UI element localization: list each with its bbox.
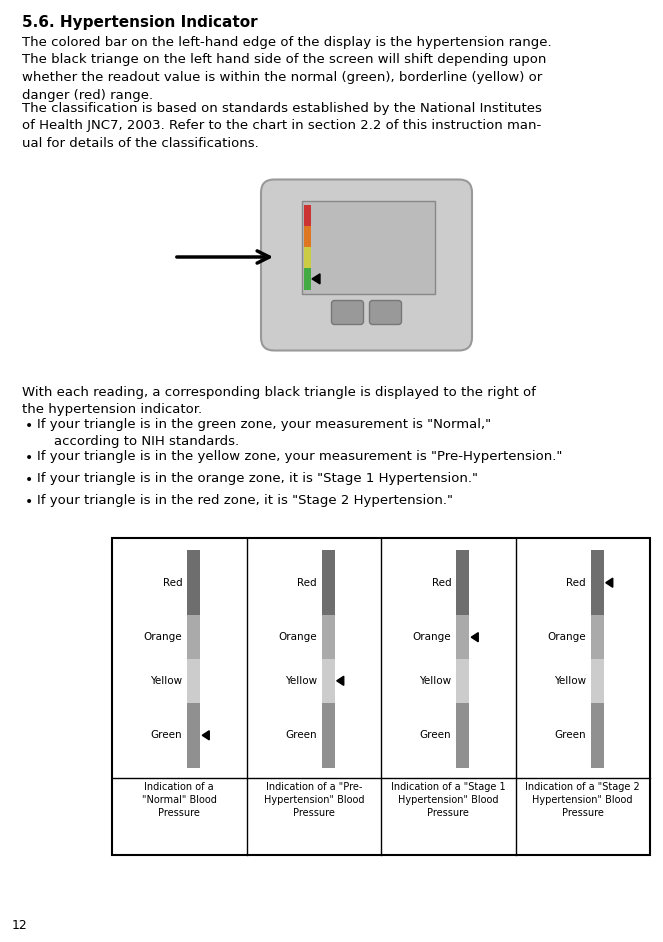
- Text: With each reading, a corresponding black triangle is displayed to the right of
t: With each reading, a corresponding black…: [22, 386, 536, 416]
- Bar: [322, 703, 335, 768]
- Text: Green: Green: [151, 730, 182, 740]
- Polygon shape: [202, 731, 210, 739]
- Polygon shape: [606, 578, 613, 587]
- Text: Red: Red: [162, 577, 182, 588]
- Text: Green: Green: [285, 730, 317, 740]
- Text: •: •: [25, 451, 33, 465]
- Text: 5.6. Hypertension Indicator: 5.6. Hypertension Indicator: [22, 15, 258, 30]
- FancyBboxPatch shape: [369, 300, 402, 324]
- Text: Orange: Orange: [144, 632, 182, 642]
- Text: Orange: Orange: [547, 632, 585, 642]
- Bar: [304, 268, 311, 289]
- Bar: [591, 703, 604, 768]
- Text: Indication of a "Pre-
Hypertension" Blood
Pressure: Indication of a "Pre- Hypertension" Bloo…: [263, 782, 364, 819]
- Bar: [187, 659, 200, 703]
- Polygon shape: [471, 633, 478, 642]
- Text: If your triangle is in the red zone, it is "Stage 2 Hypertension.": If your triangle is in the red zone, it …: [37, 494, 453, 507]
- FancyBboxPatch shape: [332, 300, 363, 324]
- Text: Yellow: Yellow: [554, 675, 585, 686]
- Text: Yellow: Yellow: [419, 675, 452, 686]
- Bar: [591, 615, 604, 659]
- Bar: [304, 204, 311, 226]
- Text: Indication of a "Stage 2
Hypertension" Blood
Pressure: Indication of a "Stage 2 Hypertension" B…: [525, 782, 640, 819]
- Text: 12: 12: [12, 919, 28, 932]
- Text: Green: Green: [420, 730, 452, 740]
- Text: If your triangle is in the orange zone, it is "Stage 1 Hypertension.": If your triangle is in the orange zone, …: [37, 472, 478, 485]
- Text: Orange: Orange: [412, 632, 452, 642]
- Bar: [322, 659, 335, 703]
- Bar: [322, 615, 335, 659]
- Text: The colored bar on the left-hand edge of the display is the hypertension range.
: The colored bar on the left-hand edge of…: [22, 36, 552, 102]
- Bar: [112, 538, 650, 855]
- Text: •: •: [25, 419, 33, 433]
- Bar: [304, 226, 311, 247]
- Text: Orange: Orange: [278, 632, 317, 642]
- Bar: [187, 615, 200, 659]
- FancyBboxPatch shape: [261, 180, 472, 350]
- Bar: [187, 703, 200, 768]
- Text: Red: Red: [432, 577, 452, 588]
- Bar: [456, 659, 469, 703]
- Text: Green: Green: [554, 730, 585, 740]
- Text: Yellow: Yellow: [150, 675, 182, 686]
- Bar: [456, 615, 469, 659]
- Text: If your triangle is in the yellow zone, your measurement is "Pre-Hypertension.": If your triangle is in the yellow zone, …: [37, 450, 562, 463]
- Polygon shape: [337, 676, 343, 686]
- Text: Red: Red: [297, 577, 317, 588]
- Text: Indication of a "Stage 1
Hypertension" Blood
Pressure: Indication of a "Stage 1 Hypertension" B…: [391, 782, 506, 819]
- Text: •: •: [25, 495, 33, 509]
- Bar: [456, 550, 469, 615]
- Text: If your triangle is in the green zone, your measurement is "Normal,"
    accordi: If your triangle is in the green zone, y…: [37, 418, 491, 448]
- Text: Red: Red: [566, 577, 585, 588]
- Text: Yellow: Yellow: [284, 675, 317, 686]
- Polygon shape: [312, 274, 320, 284]
- Bar: [302, 201, 435, 294]
- Text: Indication of a
"Normal" Blood
Pressure: Indication of a "Normal" Blood Pressure: [142, 782, 217, 819]
- Text: The classification is based on standards established by the National Institutes
: The classification is based on standards…: [22, 102, 542, 150]
- Bar: [456, 703, 469, 768]
- Bar: [187, 550, 200, 615]
- Bar: [591, 550, 604, 615]
- Text: •: •: [25, 473, 33, 487]
- Bar: [322, 550, 335, 615]
- Bar: [304, 247, 311, 268]
- Bar: [591, 659, 604, 703]
